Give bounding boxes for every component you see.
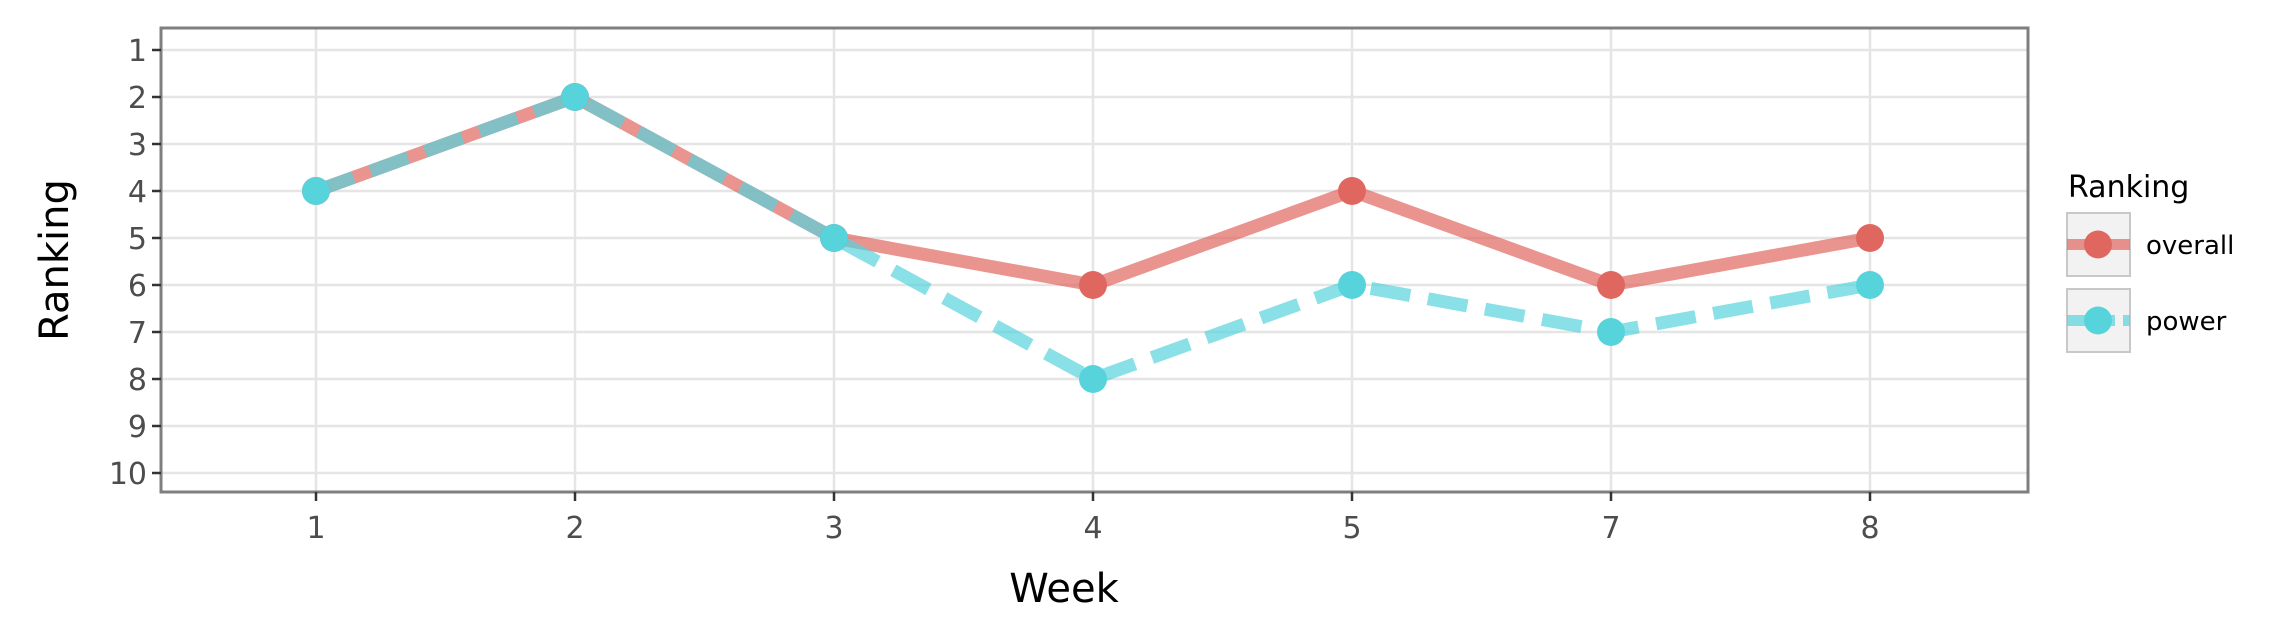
overall-point (1079, 271, 1107, 299)
y-axis: 1 2 3 4 5 6 7 8 9 10 (109, 34, 161, 492)
x-axis: 1 2 3 4 5 7 8 (306, 492, 1880, 546)
y-tick-label: 9 (128, 410, 147, 445)
y-tick-label: 2 (128, 81, 147, 116)
power-point (1079, 365, 1107, 393)
legend-swatch-point (2084, 306, 2112, 335)
power-point (1338, 271, 1366, 299)
power-point (820, 224, 848, 252)
power-point (1597, 318, 1625, 346)
series-points (302, 83, 1884, 393)
x-tick-label: 1 (306, 511, 325, 546)
gridlines (161, 28, 2028, 492)
x-axis-title: Week (1009, 566, 1119, 612)
overall-point (1338, 177, 1366, 205)
x-tick-label: 7 (1601, 511, 1620, 546)
y-tick-label: 8 (128, 363, 147, 398)
power-point (1856, 271, 1884, 299)
y-tick-label: 7 (128, 316, 147, 351)
plot-border (159, 26, 2030, 494)
x-tick-label: 8 (1860, 511, 1879, 546)
y-tick-label: 6 (128, 269, 147, 304)
y-axis-title: Ranking (32, 179, 78, 341)
overall-point (1856, 224, 1884, 252)
legend: Ranking overall power (2066, 170, 2234, 353)
power-point (302, 177, 330, 205)
legend-label-power: power (2146, 307, 2227, 337)
y-tick-label: 5 (128, 222, 147, 257)
legend-title: Ranking (2068, 170, 2189, 205)
y-tick-label: 1 (128, 34, 147, 69)
x-tick-label: 5 (1342, 511, 1361, 546)
y-tick-label: 10 (109, 457, 147, 492)
y-tick-label: 4 (128, 175, 147, 210)
x-tick-label: 3 (824, 511, 843, 546)
power-point (561, 83, 589, 111)
x-tick-label: 4 (1083, 511, 1102, 546)
x-tick-label: 2 (565, 511, 584, 546)
y-tick-label: 3 (128, 128, 147, 163)
legend-label-overall: overall (2146, 231, 2234, 261)
legend-swatch-point (2084, 230, 2112, 259)
overall-point (1597, 271, 1625, 299)
